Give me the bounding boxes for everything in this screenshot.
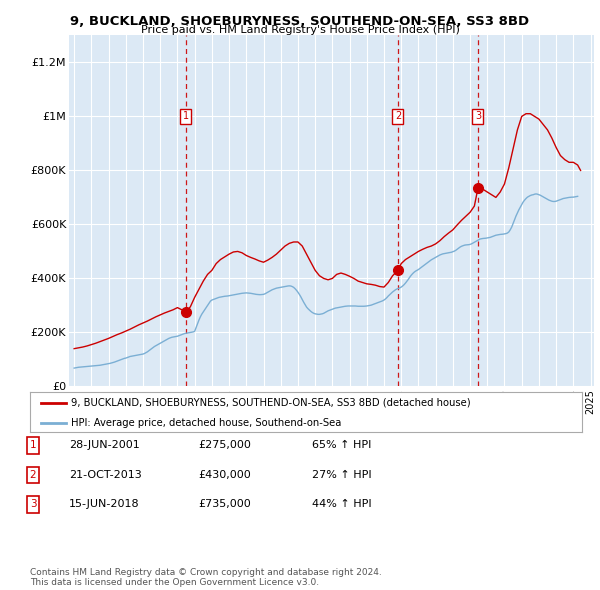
Text: 15-JUN-2018: 15-JUN-2018 xyxy=(69,500,140,509)
Text: Price paid vs. HM Land Registry's House Price Index (HPI): Price paid vs. HM Land Registry's House … xyxy=(140,25,460,35)
Text: 27% ↑ HPI: 27% ↑ HPI xyxy=(312,470,371,480)
Text: £735,000: £735,000 xyxy=(198,500,251,509)
Text: 21-OCT-2013: 21-OCT-2013 xyxy=(69,470,142,480)
Text: HPI: Average price, detached house, Southend-on-Sea: HPI: Average price, detached house, Sout… xyxy=(71,418,342,428)
Text: Contains HM Land Registry data © Crown copyright and database right 2024.
This d: Contains HM Land Registry data © Crown c… xyxy=(30,568,382,587)
Text: 3: 3 xyxy=(475,112,481,122)
Text: 44% ↑ HPI: 44% ↑ HPI xyxy=(312,500,371,509)
Text: 1: 1 xyxy=(183,112,189,122)
Text: 65% ↑ HPI: 65% ↑ HPI xyxy=(312,441,371,450)
Text: £275,000: £275,000 xyxy=(198,441,251,450)
Text: 28-JUN-2001: 28-JUN-2001 xyxy=(69,441,140,450)
Text: 9, BUCKLAND, SHOEBURYNESS, SOUTHEND-ON-SEA, SS3 8BD: 9, BUCKLAND, SHOEBURYNESS, SOUTHEND-ON-S… xyxy=(70,15,530,28)
Text: 2: 2 xyxy=(395,112,401,122)
Text: 1: 1 xyxy=(29,441,37,450)
Text: £430,000: £430,000 xyxy=(198,470,251,480)
Text: 9, BUCKLAND, SHOEBURYNESS, SOUTHEND-ON-SEA, SS3 8BD (detached house): 9, BUCKLAND, SHOEBURYNESS, SOUTHEND-ON-S… xyxy=(71,398,471,408)
Text: 2: 2 xyxy=(29,470,37,480)
Text: 3: 3 xyxy=(29,500,37,509)
